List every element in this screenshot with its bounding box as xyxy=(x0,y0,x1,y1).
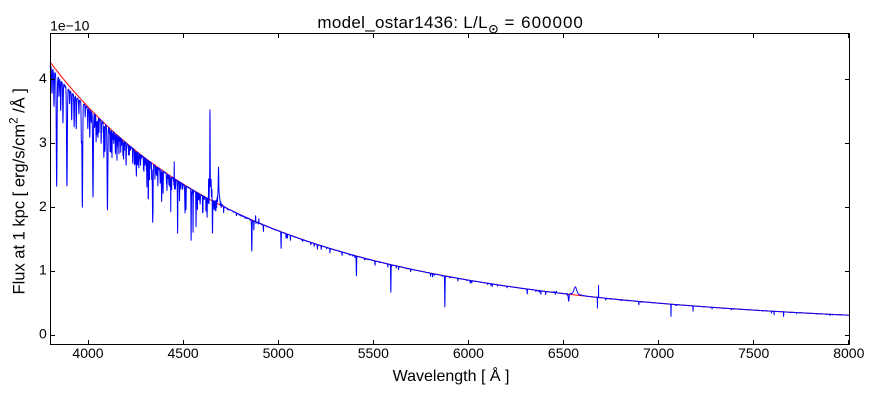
svg-text:4: 4 xyxy=(39,70,47,86)
svg-text:1e−10: 1e−10 xyxy=(50,17,90,33)
svg-text:5500: 5500 xyxy=(358,345,389,361)
svg-text:6000: 6000 xyxy=(453,345,484,361)
svg-text:5000: 5000 xyxy=(263,345,294,361)
svg-text:= 600000: = 600000 xyxy=(505,13,584,32)
svg-text:Wavelength [ Å ]: Wavelength [ Å ] xyxy=(393,366,510,385)
svg-text:2: 2 xyxy=(39,198,47,214)
svg-text:Flux at 1 kpc [ erg/s/cm2 /Å ]: Flux at 1 kpc [ erg/s/cm2 /Å ] xyxy=(9,88,29,294)
svg-text:7500: 7500 xyxy=(738,345,769,361)
svg-text:6500: 6500 xyxy=(548,345,579,361)
svg-text:4500: 4500 xyxy=(168,345,199,361)
svg-text:4000: 4000 xyxy=(72,345,103,361)
svg-text:1: 1 xyxy=(39,262,47,278)
svg-text:0: 0 xyxy=(39,326,47,342)
svg-text:7000: 7000 xyxy=(643,345,674,361)
svg-text:3: 3 xyxy=(39,134,47,150)
svg-text:8000: 8000 xyxy=(833,345,864,361)
svg-text:model_ostar1436: L/L: model_ostar1436: L/L xyxy=(317,13,487,32)
